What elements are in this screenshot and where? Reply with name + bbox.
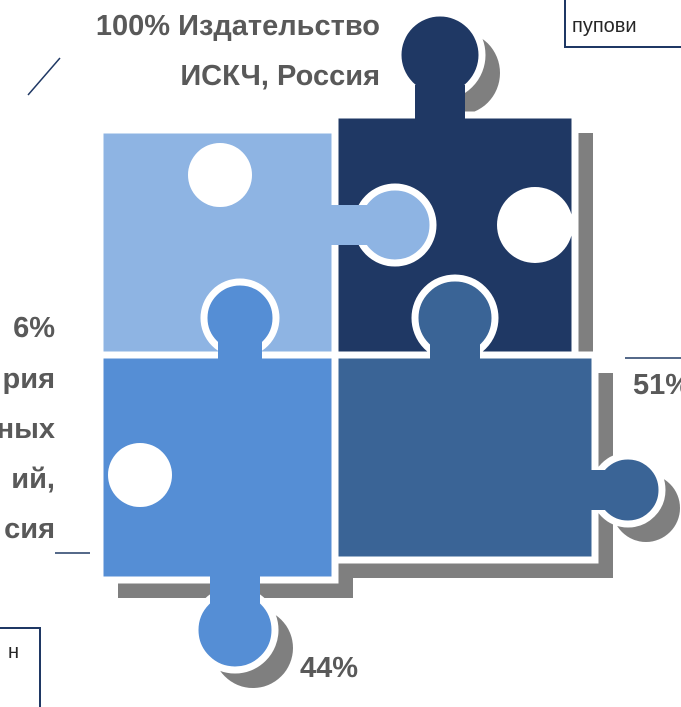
box-text: пупови [572, 15, 637, 37]
text-box [0, 628, 40, 707]
label: ИСКЧ, Россия [180, 60, 380, 92]
label: ий, [11, 463, 55, 495]
label: 6% [13, 312, 55, 344]
puzzle-diagram: пупови н 100% Издательство ИСКЧ, Россия … [0, 0, 681, 707]
label: ных [0, 413, 55, 445]
label: 51% [633, 369, 681, 401]
label: 100% Издательство [96, 10, 380, 42]
callout-line [28, 58, 60, 95]
label: рия [3, 363, 55, 395]
label: 44% [300, 652, 358, 684]
box-text: н [8, 641, 19, 663]
label: сия [4, 513, 55, 545]
